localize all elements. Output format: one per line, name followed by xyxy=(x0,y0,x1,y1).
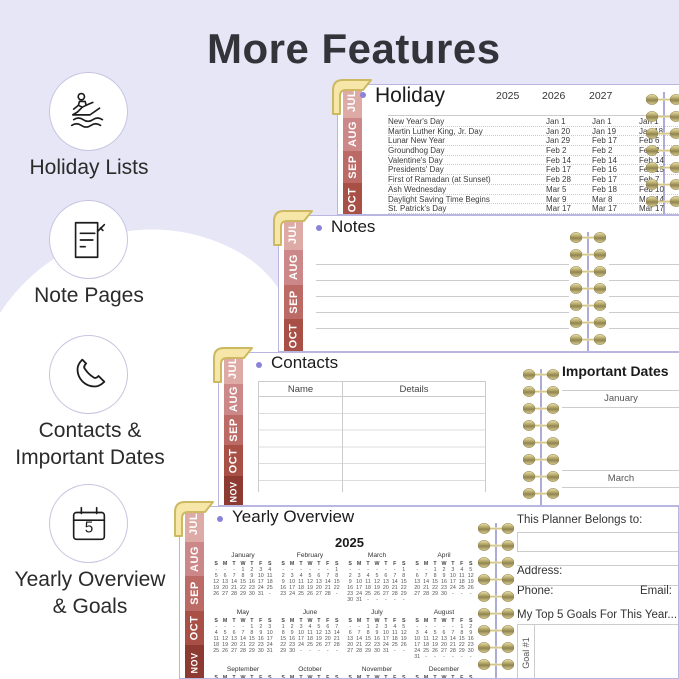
svg-text:5: 5 xyxy=(84,519,93,536)
